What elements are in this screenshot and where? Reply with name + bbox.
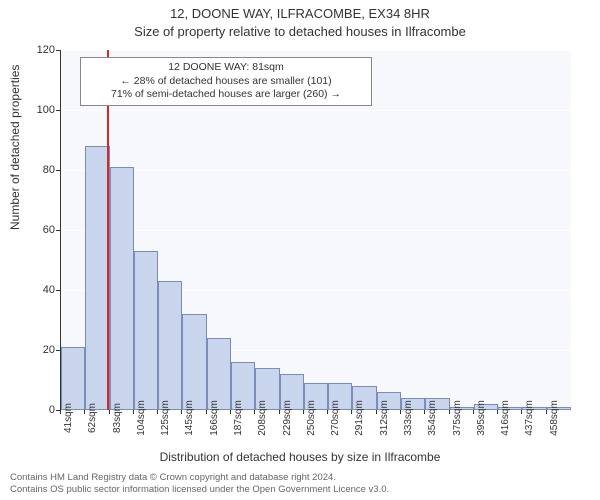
x-tick-mark — [206, 410, 207, 414]
x-tick-label: 354sqm — [427, 400, 438, 436]
grid-line — [61, 50, 571, 51]
y-axis-label: Number of detached properties — [8, 65, 22, 230]
x-tick-label: 208sqm — [257, 400, 268, 436]
histogram-bar — [207, 338, 231, 410]
x-tick-mark — [546, 410, 547, 414]
x-tick-label: 458sqm — [549, 400, 560, 436]
x-tick-label: 104sqm — [136, 400, 147, 436]
x-tick-label: 125sqm — [160, 400, 171, 436]
footer-line-1: Contains HM Land Registry data © Crown c… — [10, 472, 389, 484]
chart-title-2: Size of property relative to detached ho… — [0, 24, 600, 39]
x-tick-mark — [449, 410, 450, 414]
x-tick-mark — [84, 410, 85, 414]
x-tick-label: 62sqm — [87, 403, 98, 433]
x-tick-mark — [133, 410, 134, 414]
grid-line — [61, 170, 571, 171]
x-tick-label: 395sqm — [476, 400, 487, 436]
histogram-bar — [85, 146, 109, 410]
x-tick-mark — [109, 410, 110, 414]
x-tick-label: 229sqm — [282, 400, 293, 436]
x-tick-label: 83sqm — [112, 403, 123, 433]
histogram-bar — [182, 314, 206, 410]
x-tick-label: 166sqm — [209, 400, 220, 436]
y-tick-label: 60 — [25, 224, 55, 236]
x-tick-label: 333sqm — [403, 400, 414, 436]
histogram-bar — [110, 167, 134, 410]
grid-line — [61, 230, 571, 231]
x-tick-mark — [230, 410, 231, 414]
histogram-bar — [61, 347, 85, 410]
x-tick-mark — [351, 410, 352, 414]
x-tick-mark — [497, 410, 498, 414]
histogram-bar — [134, 251, 158, 410]
y-tick-label: 80 — [25, 164, 55, 176]
x-tick-mark — [157, 410, 158, 414]
x-tick-mark — [327, 410, 328, 414]
y-tick-label: 40 — [25, 284, 55, 296]
annotation-box: 12 DOONE WAY: 81sqm← 28% of detached hou… — [80, 57, 372, 106]
annotation-line: 12 DOONE WAY: 81sqm — [89, 61, 363, 75]
x-tick-label: 375sqm — [452, 400, 463, 436]
y-tick-label: 100 — [25, 104, 55, 116]
histogram-bar — [158, 281, 182, 410]
chart-container: 12, DOONE WAY, ILFRACOMBE, EX34 8HR Size… — [0, 0, 600, 500]
y-tick-label: 0 — [25, 404, 55, 416]
x-tick-mark — [181, 410, 182, 414]
x-tick-label: 291sqm — [354, 400, 365, 436]
x-tick-mark — [303, 410, 304, 414]
x-tick-label: 41sqm — [63, 403, 74, 433]
x-tick-mark — [473, 410, 474, 414]
x-tick-mark — [400, 410, 401, 414]
x-tick-label: 145sqm — [184, 400, 195, 436]
x-tick-mark — [376, 410, 377, 414]
y-tick-label: 120 — [25, 44, 55, 56]
footer-line-2: Contains OS public sector information li… — [10, 484, 389, 496]
x-axis-label: Distribution of detached houses by size … — [0, 450, 600, 464]
x-tick-mark — [521, 410, 522, 414]
x-tick-mark — [254, 410, 255, 414]
x-tick-mark — [424, 410, 425, 414]
x-tick-label: 187sqm — [233, 400, 244, 436]
grid-line — [61, 110, 571, 111]
x-tick-label: 270sqm — [330, 400, 341, 436]
x-tick-label: 312sqm — [379, 400, 390, 436]
x-tick-label: 416sqm — [500, 400, 511, 436]
y-tick-label: 20 — [25, 344, 55, 356]
chart-title-1: 12, DOONE WAY, ILFRACOMBE, EX34 8HR — [0, 6, 600, 21]
x-tick-label: 437sqm — [524, 400, 535, 436]
x-tick-mark — [279, 410, 280, 414]
annotation-line: 71% of semi-detached houses are larger (… — [89, 88, 363, 102]
footer-attribution: Contains HM Land Registry data © Crown c… — [10, 472, 389, 496]
x-tick-label: 250sqm — [306, 400, 317, 436]
x-tick-mark — [60, 410, 61, 414]
annotation-line: ← 28% of detached houses are smaller (10… — [89, 75, 363, 89]
